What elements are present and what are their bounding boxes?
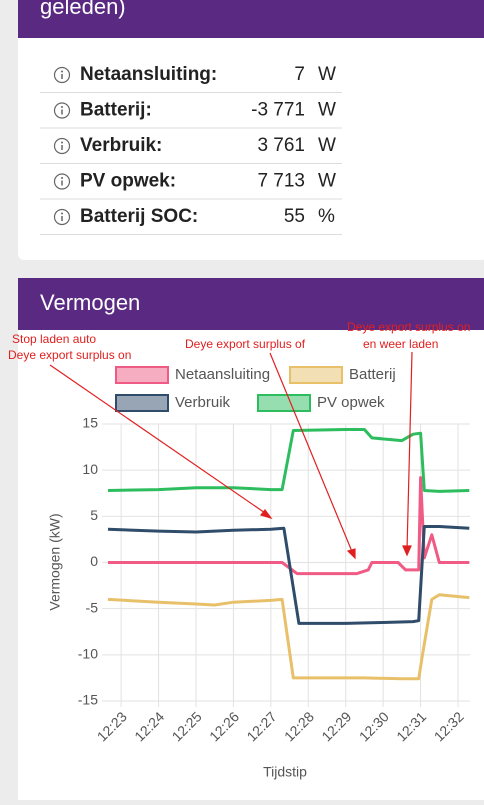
annotation: en weer laden <box>363 337 438 351</box>
y-tick-label: -5 <box>86 599 99 615</box>
row-unit: W <box>318 171 336 192</box>
y-axis-label: Vermogen (kW) <box>47 513 63 610</box>
legend-label: PV opwek <box>317 394 385 411</box>
row-unit: % <box>318 206 335 227</box>
card-header <box>18 0 484 38</box>
y-tick-label: 0 <box>90 553 98 569</box>
info-icon <box>61 70 63 73</box>
series-line <box>108 476 470 576</box>
legend-swatch <box>289 366 343 384</box>
row-label: PV opwek: <box>80 171 176 192</box>
row-value: -3 771 <box>251 100 305 121</box>
y-tick-label: 10 <box>82 461 98 477</box>
legend-swatch <box>257 394 311 412</box>
row-label: Batterij: <box>80 100 152 121</box>
series-line <box>107 593 470 681</box>
y-tick-label: -10 <box>78 646 98 662</box>
row-value: 7 713 <box>257 171 305 192</box>
legend-swatch <box>115 366 169 384</box>
row-label: Netaansluiting: <box>80 64 217 85</box>
row-label: Batterij SOC: <box>80 206 198 227</box>
card-title: Vermogen <box>40 290 140 315</box>
row-unit: W <box>318 135 336 156</box>
y-tick-label: 15 <box>82 415 98 431</box>
series-line <box>107 428 470 493</box>
card <box>18 0 484 260</box>
legend-label: Netaansluiting <box>175 366 270 383</box>
annotation: Deye export surplus on <box>8 348 131 362</box>
row-label: Verbruik: <box>80 135 162 156</box>
info-icon <box>61 212 63 215</box>
annotation-arrows <box>49 351 413 560</box>
info-icon <box>53 208 71 226</box>
card-title: geleden) <box>40 0 126 19</box>
info-icon <box>53 102 71 119</box>
annotation: Deye export surplus on <box>347 320 470 334</box>
row-unit: W <box>318 100 336 121</box>
info-icon <box>53 173 71 190</box>
y-tick-label: 5 <box>90 507 98 523</box>
x-axis-label: Tijdstip <box>263 764 307 780</box>
legend-label: Batterij <box>349 366 396 383</box>
row-value: 7 <box>294 64 305 85</box>
row-value: 55 <box>284 206 305 227</box>
row-value: 3 761 <box>257 135 305 156</box>
annotation: Stop laden auto <box>12 332 96 346</box>
info-icon <box>53 137 71 155</box>
annotation: Deye export surplus of <box>185 337 306 351</box>
info-icon <box>61 141 63 144</box>
legend-swatch <box>115 394 169 412</box>
y-tick-label: -15 <box>78 692 98 708</box>
row-unit: W <box>318 64 336 85</box>
info-icon <box>53 66 71 84</box>
info-icon <box>61 177 63 179</box>
info-icon <box>61 106 63 108</box>
legend-label: Verbruik <box>175 394 231 411</box>
card-header <box>18 278 484 330</box>
series-line <box>107 525 470 625</box>
